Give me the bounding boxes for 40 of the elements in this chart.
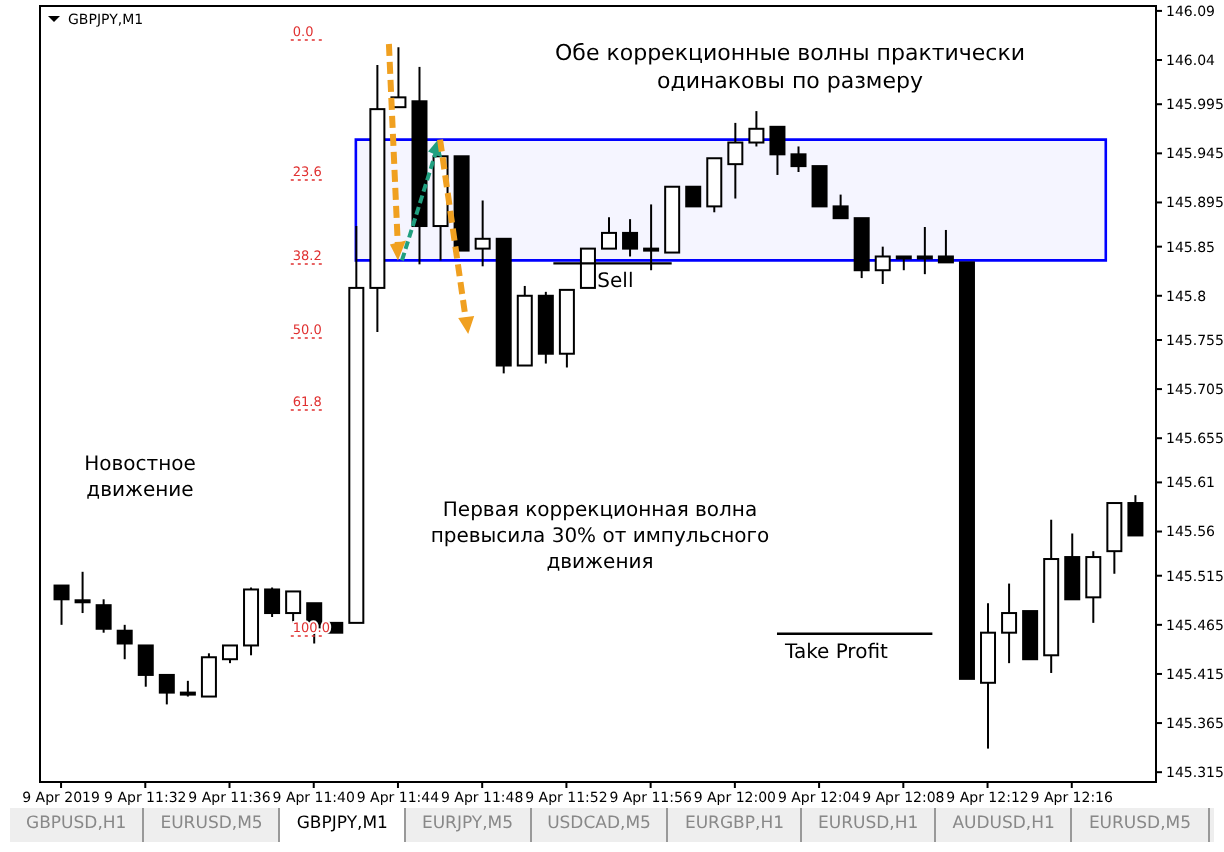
text: USDCAD,M5 <box>531 808 669 842</box>
candlestick <box>937 228 954 264</box>
candlestick <box>474 199 491 268</box>
candlestick <box>622 218 639 258</box>
ref-line-label: Take Profit <box>782 641 888 664</box>
candlestick <box>158 673 175 706</box>
ref-line-label: Sell <box>597 271 634 294</box>
candlestick <box>727 121 744 200</box>
candlestick <box>74 570 91 615</box>
text: EURUSD,M5 <box>144 808 281 842</box>
candlestick <box>264 586 281 618</box>
candlestick <box>53 584 70 626</box>
candlestick <box>116 623 133 661</box>
text: AUDUSD,H1 <box>936 808 1073 842</box>
candlestick <box>811 165 828 208</box>
candlestick <box>916 226 933 276</box>
text: EURUSD,M5 <box>1072 808 1210 842</box>
candlestick <box>874 245 891 285</box>
text: EURUSD,H1 <box>802 808 937 842</box>
text: GBPUSD,H1 <box>10 808 145 842</box>
text: EURJPY,M5 <box>405 808 532 842</box>
candlestick <box>285 590 302 624</box>
candlestick <box>1085 550 1102 624</box>
annotation: Новостное движение <box>84 454 196 502</box>
annotation: Первая коррекционная волна превысила 30% от импульсного движения <box>430 500 770 574</box>
candlestick <box>137 644 154 688</box>
candlestick <box>1001 582 1018 665</box>
annotation: Обе коррекционные волны практически одинаковы по размеру <box>555 40 1025 94</box>
candlestick <box>95 598 112 634</box>
candlestick <box>832 193 849 220</box>
text: EURGBP,H1 <box>668 808 803 842</box>
text: GBPJPY,M1 <box>280 808 406 842</box>
candlestick <box>200 652 217 698</box>
candlestick <box>790 145 807 174</box>
candlestick <box>769 125 786 176</box>
candlestick <box>1127 494 1144 537</box>
candlestick <box>1064 532 1081 601</box>
candlestick <box>748 110 765 148</box>
candlestick <box>685 185 702 208</box>
candlestick <box>601 216 617 250</box>
